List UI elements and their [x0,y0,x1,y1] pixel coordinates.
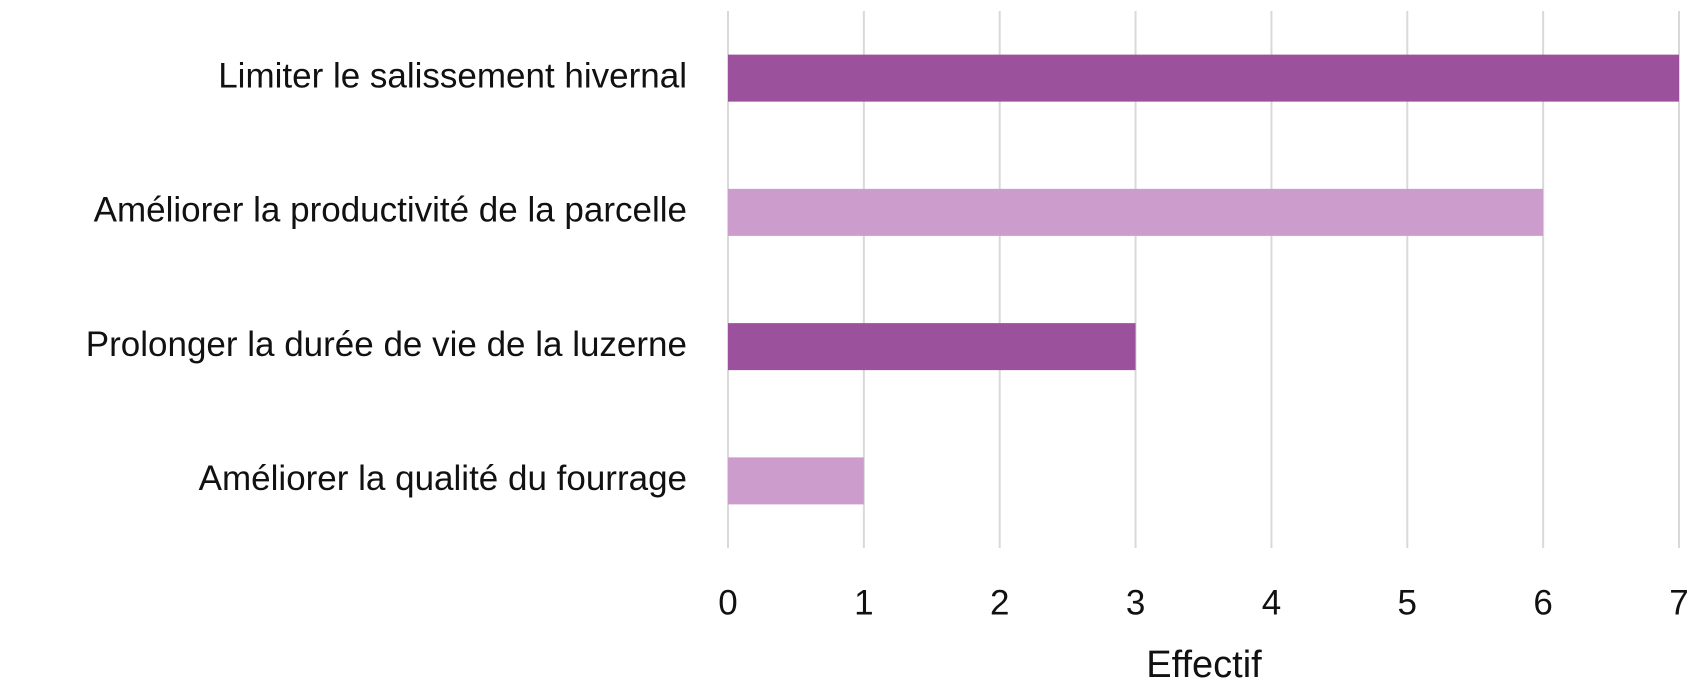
bar [728,323,1136,371]
y-tick-label: Prolonger la durée de vie de la luzerne [86,325,687,364]
x-tick-label: 4 [1262,583,1281,622]
y-tick-label: Limiter le salissement hivernal [218,56,687,95]
x-tick-label: 6 [1533,583,1552,622]
x-tick-label: 3 [1126,583,1145,622]
bar [728,188,1544,236]
x-tick-label: 2 [990,583,1009,622]
x-axis-title: Effectif [1146,644,1262,686]
y-tick-label: Améliorer la qualité du fourrage [199,459,687,498]
y-tick-label: Améliorer la productivité de la parcelle [94,191,687,230]
bar [728,457,864,505]
x-tick-label: 0 [718,583,737,622]
x-tick-label: 7 [1669,583,1688,622]
bar [728,54,1679,102]
x-tick-label: 1 [854,583,873,622]
x-tick-label: 5 [1398,583,1417,622]
